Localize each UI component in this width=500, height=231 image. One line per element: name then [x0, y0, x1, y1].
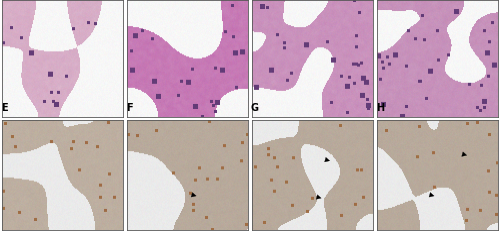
Polygon shape [462, 152, 467, 157]
Polygon shape [191, 193, 196, 197]
Polygon shape [429, 193, 434, 197]
Text: E: E [1, 103, 8, 113]
Polygon shape [324, 158, 330, 162]
Text: F: F [126, 103, 132, 113]
Polygon shape [316, 195, 321, 199]
Text: G: G [251, 103, 259, 113]
Text: H: H [376, 103, 384, 113]
